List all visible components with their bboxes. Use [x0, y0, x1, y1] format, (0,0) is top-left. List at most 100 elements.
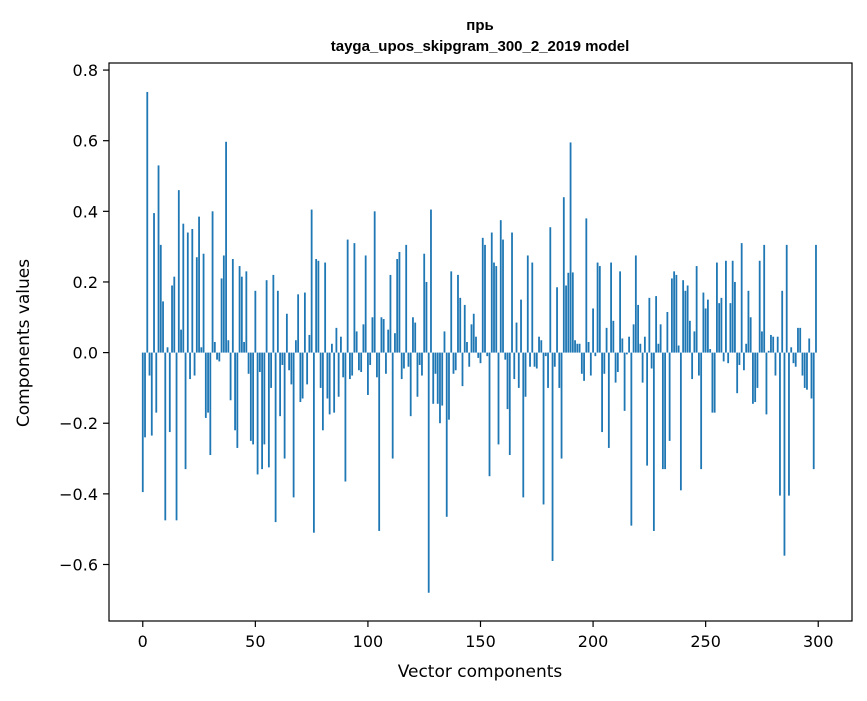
bar [797, 327, 799, 353]
x-tick-label: 200 [578, 632, 609, 651]
bar [335, 327, 338, 353]
bar [409, 352, 412, 417]
bar [168, 352, 171, 433]
bar [364, 255, 367, 353]
bar [454, 352, 457, 371]
bar [396, 259, 399, 353]
bar [333, 352, 336, 413]
bar [198, 216, 200, 353]
bar [616, 352, 619, 373]
bar [688, 320, 691, 353]
y-axis-ticks: −0.6 −0.4 −0.2 0.0 0.2 0.4 0.6 0.8 [59, 61, 109, 574]
x-tick-label: 100 [353, 632, 384, 651]
x-axis-ticks: 0 50 100 150 200 250 300 [138, 621, 834, 651]
bar [677, 345, 680, 353]
bar [774, 352, 777, 376]
bar [731, 260, 734, 353]
bar [495, 266, 498, 353]
bar [360, 352, 363, 373]
bar [285, 313, 288, 353]
bar [808, 338, 811, 353]
bar [369, 352, 372, 365]
bar [175, 352, 178, 521]
bar [213, 342, 216, 353]
bar [587, 342, 590, 353]
bar [650, 352, 653, 369]
bar [288, 352, 291, 371]
bar [479, 352, 482, 364]
bar [695, 266, 698, 353]
bar [463, 304, 466, 353]
x-tick-label: 300 [803, 632, 834, 651]
bar [382, 319, 385, 353]
bar [661, 352, 664, 470]
bar [698, 352, 700, 376]
x-axis-label: Vector components [398, 662, 563, 682]
bar [279, 352, 282, 417]
bar [468, 352, 471, 367]
bar [362, 324, 365, 353]
bar [270, 352, 273, 388]
bar [623, 352, 626, 411]
bar [153, 213, 155, 353]
bar [249, 352, 252, 441]
bar [531, 262, 534, 353]
y-tick-label: 0.6 [73, 132, 98, 151]
bar [517, 352, 520, 388]
y-axis-label: Components values [14, 259, 34, 427]
bar [673, 271, 676, 353]
bar [693, 331, 696, 353]
bar [508, 352, 511, 456]
y-tick-label: −0.2 [59, 414, 98, 433]
bar [157, 165, 160, 353]
bar [725, 260, 727, 353]
bar [182, 223, 185, 353]
bar [398, 251, 401, 353]
bar [243, 342, 245, 353]
bar [792, 352, 795, 364]
bar [470, 324, 473, 353]
bar [580, 352, 583, 374]
bar [643, 336, 646, 353]
bar [598, 266, 601, 353]
bar [484, 244, 486, 353]
bar [294, 340, 297, 353]
bar [209, 352, 212, 456]
bar [353, 243, 356, 353]
bar [184, 352, 187, 470]
bar [562, 197, 565, 353]
bar [308, 334, 311, 353]
bar [488, 352, 491, 477]
bar [166, 347, 169, 353]
bar [763, 244, 766, 353]
bar [533, 352, 536, 367]
y-tick-label: −0.6 [59, 555, 98, 574]
bar [628, 336, 630, 353]
bar [234, 352, 236, 431]
bar [403, 352, 405, 369]
bar-series [141, 91, 817, 593]
bar [513, 352, 516, 380]
bar [207, 352, 209, 413]
bar [173, 276, 176, 353]
bar [781, 290, 784, 353]
y-tick-label: 0.4 [73, 202, 98, 221]
bar [155, 352, 158, 413]
bar [466, 342, 468, 353]
bar [218, 352, 221, 362]
bar [189, 352, 191, 380]
bar [427, 352, 430, 593]
bar [801, 352, 804, 376]
bar [592, 308, 594, 353]
x-tick-label: 50 [245, 632, 265, 651]
bar [729, 303, 732, 353]
bar [405, 244, 408, 353]
bar [713, 352, 716, 413]
bar [574, 340, 576, 353]
bar [558, 352, 561, 388]
bar [281, 352, 284, 365]
bar [211, 211, 214, 353]
bar [596, 262, 599, 353]
bar [765, 352, 768, 415]
